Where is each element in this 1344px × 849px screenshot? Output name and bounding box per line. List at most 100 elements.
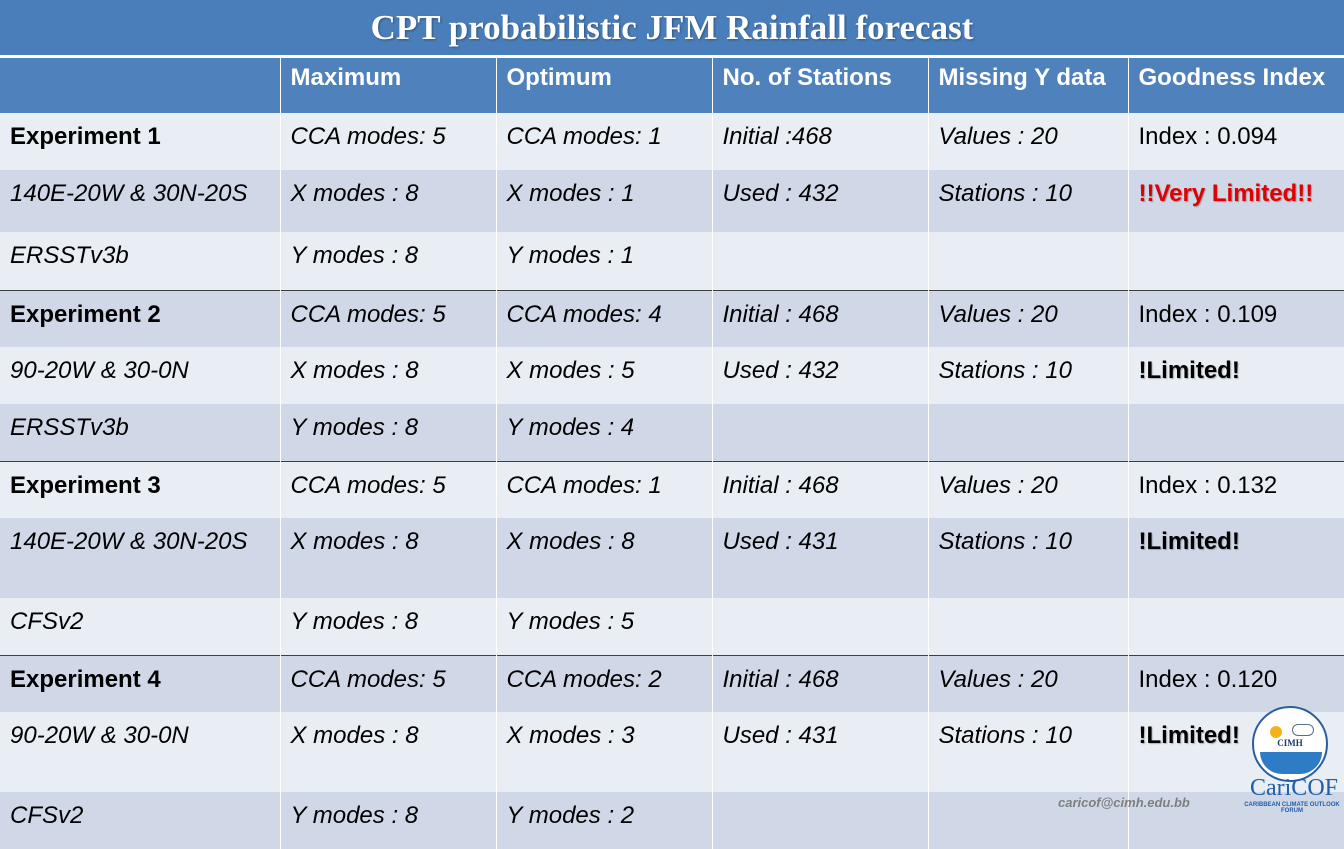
table-cell: Stations : 10 [928, 170, 1129, 232]
table-cell: Used : 432 [712, 170, 929, 232]
table-cell: Y modes : 4 [496, 404, 713, 461]
table-cell: ERSSTv3b [0, 232, 281, 290]
forecast-table: Maximum Optimum No. of Stations Missing … [0, 58, 1344, 849]
rating-label: !Limited! [1138, 722, 1240, 749]
table-cell [712, 232, 929, 290]
table-row: Experiment 3 CCA modes: 5 CCA modes: 1 I… [0, 460, 1344, 518]
table-row: Experiment 2 CCA modes: 5 CCA modes: 4 I… [0, 289, 1344, 347]
table-cell [928, 404, 1129, 461]
table-cell: Y modes : 8 [280, 792, 497, 849]
table-cell: CCA modes: 5 [280, 460, 497, 518]
table-cell [928, 598, 1129, 655]
rating-label: !!Very Limited!! [1138, 180, 1314, 207]
table-row: ERSSTv3b Y modes : 8 Y modes : 1 [0, 232, 1344, 290]
table-row: ERSSTv3b Y modes : 8 Y modes : 4 [0, 404, 1344, 461]
table-cell: X modes : 8 [280, 347, 497, 404]
wave-icon [1260, 752, 1322, 774]
table-cell: X modes : 3 [496, 712, 713, 792]
cimh-logo: CIMH [1252, 706, 1328, 782]
rating-label: !Limited! [1138, 357, 1240, 384]
table-cell [712, 404, 929, 461]
table-cell: X modes : 8 [496, 518, 713, 598]
table-cell: Stations : 10 [928, 518, 1129, 598]
header-cell-stations: No. of Stations [712, 58, 929, 113]
table-cell: CCA modes: 5 [280, 113, 497, 170]
experiment-name: Experiment 1 [0, 113, 281, 170]
table-cell: Y modes : 1 [496, 232, 713, 290]
table-row: CFSv2 Y modes : 8 Y modes : 5 [0, 598, 1344, 655]
table-cell: X modes : 1 [496, 170, 713, 232]
table-row: 140E-20W & 30N-20S X modes : 8 X modes :… [0, 170, 1344, 232]
table-cell: Y modes : 8 [280, 232, 497, 290]
goodness-rating: !Limited! [1128, 518, 1344, 598]
header-cell-missing: Missing Y data [928, 58, 1129, 113]
table-cell: CCA modes: 1 [496, 113, 713, 170]
experiment-name: Experiment 2 [0, 289, 281, 347]
table-cell: 90-20W & 30-0N [0, 712, 281, 792]
table-cell: CCA modes: 2 [496, 654, 713, 712]
table-cell: Index : 0.120 [1128, 654, 1344, 712]
header-cell-blank [0, 58, 281, 113]
caricof-subtitle: CARIBBEAN CLIMATE OUTLOOK FORUM [1244, 802, 1340, 814]
header-cell-optimum: Optimum [496, 58, 713, 113]
table-row: Experiment 4 CCA modes: 5 CCA modes: 2 I… [0, 654, 1344, 712]
table-row: 90-20W & 30-0N X modes : 8 X modes : 3 U… [0, 712, 1344, 792]
table-cell [1128, 404, 1344, 461]
table-cell: CFSv2 [0, 792, 281, 849]
table-cell: X modes : 5 [496, 347, 713, 404]
table-cell: 90-20W & 30-0N [0, 347, 281, 404]
goodness-rating: !!Very Limited!! [1128, 170, 1344, 232]
table-cell: Used : 431 [712, 712, 929, 792]
table-row: 140E-20W & 30N-20S X modes : 8 X modes :… [0, 518, 1344, 598]
table-cell: Initial : 468 [712, 460, 929, 518]
table-cell: Y modes : 2 [496, 792, 713, 849]
table-cell: Values : 20 [928, 654, 1129, 712]
table-cell: Used : 432 [712, 347, 929, 404]
table-cell: Initial : 468 [712, 289, 929, 347]
table-cell [1128, 232, 1344, 290]
contact-email: caricof@cimh.edu.bb [1058, 795, 1190, 810]
goodness-rating: !Limited! [1128, 347, 1344, 404]
table-row: 90-20W & 30-0N X modes : 8 X modes : 5 U… [0, 347, 1344, 404]
table-row: Experiment 1 CCA modes: 5 CCA modes: 1 I… [0, 113, 1344, 170]
sun-icon [1270, 726, 1282, 738]
header-cell-maximum: Maximum [280, 58, 497, 113]
page-title: CPT probabilistic JFM Rainfall forecast [0, 0, 1344, 55]
table-cell: X modes : 8 [280, 170, 497, 232]
table-cell: CCA modes: 1 [496, 460, 713, 518]
table-cell: Index : 0.132 [1128, 460, 1344, 518]
header-row: Maximum Optimum No. of Stations Missing … [0, 58, 1344, 113]
table-cell: Index : 0.094 [1128, 113, 1344, 170]
table-cell: X modes : 8 [280, 518, 497, 598]
table-cell: CCA modes: 5 [280, 654, 497, 712]
table-cell [928, 232, 1129, 290]
table-cell: CFSv2 [0, 598, 281, 655]
table-cell: 140E-20W & 30N-20S [0, 170, 281, 232]
logo-letters: CIMH [1277, 738, 1303, 748]
table-cell: Values : 20 [928, 460, 1129, 518]
table-cell [712, 792, 929, 849]
table-cell [712, 598, 929, 655]
table-cell: Values : 20 [928, 289, 1129, 347]
table-cell: Initial :468 [712, 113, 929, 170]
table-cell: Y modes : 8 [280, 404, 497, 461]
caricof-brand: CariCOF [1249, 775, 1338, 801]
table-cell: Y modes : 8 [280, 598, 497, 655]
table-cell: Values : 20 [928, 113, 1129, 170]
table-cell: Stations : 10 [928, 347, 1129, 404]
table-cell: 140E-20W & 30N-20S [0, 518, 281, 598]
header-cell-goodness: Goodness Index [1128, 58, 1344, 113]
table-cell: Index : 0.109 [1128, 289, 1344, 347]
cloud-icon [1292, 724, 1314, 736]
table-cell: ERSSTv3b [0, 404, 281, 461]
experiment-name: Experiment 3 [0, 460, 281, 518]
experiment-name: Experiment 4 [0, 654, 281, 712]
table-cell: CCA modes: 5 [280, 289, 497, 347]
table-cell: Initial : 468 [712, 654, 929, 712]
table-cell [1128, 598, 1344, 655]
table-cell: Stations : 10 [928, 712, 1129, 792]
table-cell: CCA modes: 4 [496, 289, 713, 347]
table-cell: Y modes : 5 [496, 598, 713, 655]
table-cell: X modes : 8 [280, 712, 497, 792]
table-cell: Used : 431 [712, 518, 929, 598]
